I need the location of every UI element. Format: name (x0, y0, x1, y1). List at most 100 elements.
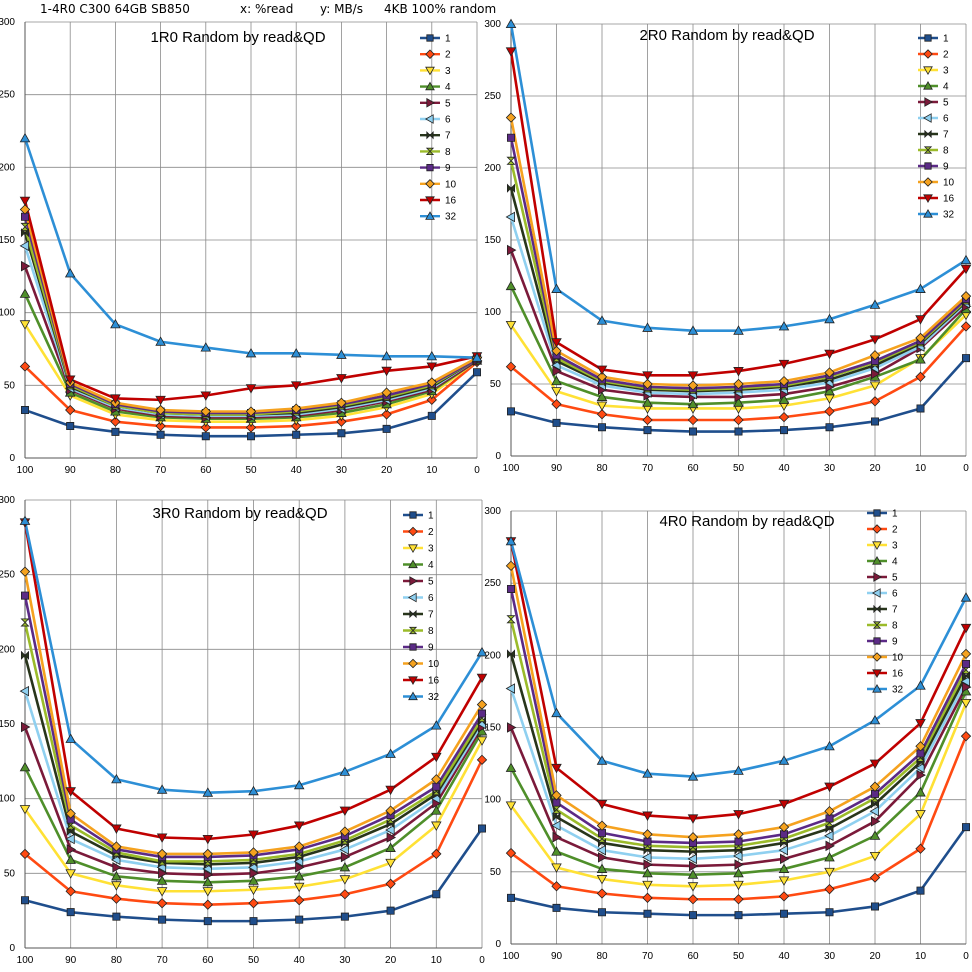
data-point-4 (596, 391, 608, 401)
y-tick-label: 0 (495, 451, 501, 462)
x-tick-label: 0 (963, 951, 969, 962)
data-point-4 (293, 870, 305, 881)
legend-label: 3 (943, 66, 949, 77)
x-tick-label: 90 (551, 951, 563, 962)
data-point-1 (825, 908, 834, 917)
legend-marker-9 (924, 162, 932, 170)
x-tick-label: 60 (687, 463, 699, 474)
data-point-32 (551, 707, 562, 718)
data-point-6 (248, 862, 258, 873)
y-tick-label: 250 (484, 91, 501, 102)
data-point-1 (249, 917, 258, 926)
data-point-1 (552, 903, 561, 912)
legend-label: 10 (943, 178, 955, 189)
data-point-10 (551, 345, 562, 357)
data-point-2 (426, 394, 437, 406)
data-point-32 (293, 779, 305, 790)
legend: 1 2 3 4 5 6 7 8 9 10 16 32 (918, 34, 955, 221)
data-point-32 (200, 342, 212, 352)
data-point-16 (505, 47, 517, 57)
data-point-4 (596, 863, 608, 873)
legend-marker-2 (408, 526, 418, 537)
data-point-10 (824, 367, 835, 378)
data-point-32 (596, 755, 608, 765)
data-point-32 (431, 720, 442, 730)
data-point-10 (596, 820, 608, 831)
data-point-16 (733, 367, 744, 377)
y-tick-label: 250 (0, 90, 15, 101)
data-point-16 (869, 759, 881, 770)
data-point-1 (507, 893, 515, 902)
data-point-16 (960, 623, 972, 634)
data-point-4 (915, 787, 926, 797)
data-point-2 (245, 422, 257, 433)
legend-label: 3 (428, 544, 434, 555)
data-point-16 (824, 782, 835, 793)
data-point-2 (824, 883, 835, 895)
data-point-10 (65, 808, 76, 819)
data-point-32 (687, 325, 699, 335)
x-tick-label: 40 (778, 951, 790, 962)
data-point-32 (778, 755, 790, 765)
data-point-1 (292, 430, 301, 439)
data-point-6 (824, 830, 834, 842)
data-point-4 (339, 861, 351, 872)
x-tick-label: 0 (963, 463, 969, 474)
data-point-4 (65, 854, 76, 864)
data-point-3 (385, 858, 396, 869)
data-point-16 (551, 763, 562, 774)
data-point-6 (430, 793, 441, 804)
y-tick-label: 300 (484, 506, 501, 517)
legend-marker-7 (924, 129, 932, 139)
y-tick-label: 150 (484, 723, 501, 734)
data-point-4 (505, 762, 517, 772)
data-point-6 (869, 805, 879, 817)
y-tick-label: 150 (484, 235, 501, 246)
y-tick-label: 50 (4, 380, 16, 391)
y-tick-label: 50 (490, 867, 502, 878)
legend-marker-8 (408, 626, 418, 635)
legend-label: 9 (428, 643, 434, 654)
data-point-2 (915, 843, 926, 854)
data-point-2 (294, 895, 305, 906)
data-point-1 (432, 890, 441, 899)
data-point-2 (642, 892, 653, 903)
data-point-10 (733, 829, 744, 840)
data-point-10 (733, 378, 744, 390)
data-point-16 (431, 752, 442, 763)
data-point-7 (734, 845, 743, 855)
data-point-1 (66, 908, 75, 917)
y-tick-label: 100 (484, 307, 501, 318)
data-point-1 (111, 427, 120, 436)
data-point-3 (824, 867, 835, 878)
y-tick-label: 200 (0, 644, 15, 655)
x-tick-label: 60 (202, 955, 214, 966)
data-point-16 (245, 384, 257, 394)
legend-label: 32 (445, 212, 457, 223)
data-point-16 (110, 394, 121, 404)
data-point-5 (552, 365, 562, 377)
legend-marker-5 (409, 576, 419, 586)
legend-marker-9 (426, 164, 434, 172)
legend-marker-1 (924, 34, 932, 42)
data-point-5 (21, 260, 31, 272)
legend-marker-2 (425, 49, 435, 59)
data-point-10 (778, 821, 790, 833)
data-point-3 (431, 821, 442, 831)
data-point-1 (962, 823, 970, 832)
data-point-7 (21, 228, 29, 238)
data-point-1 (382, 424, 391, 433)
data-point-4 (19, 288, 31, 298)
data-point-3 (596, 401, 608, 412)
data-point-16 (824, 349, 835, 360)
legend-label: 2 (943, 50, 949, 61)
data-point-6 (915, 762, 925, 774)
x-tick-label: 10 (426, 465, 438, 476)
data-point-2 (19, 848, 31, 860)
data-point-4 (248, 875, 259, 885)
data-point-16 (381, 366, 392, 377)
data-point-32 (19, 132, 31, 143)
